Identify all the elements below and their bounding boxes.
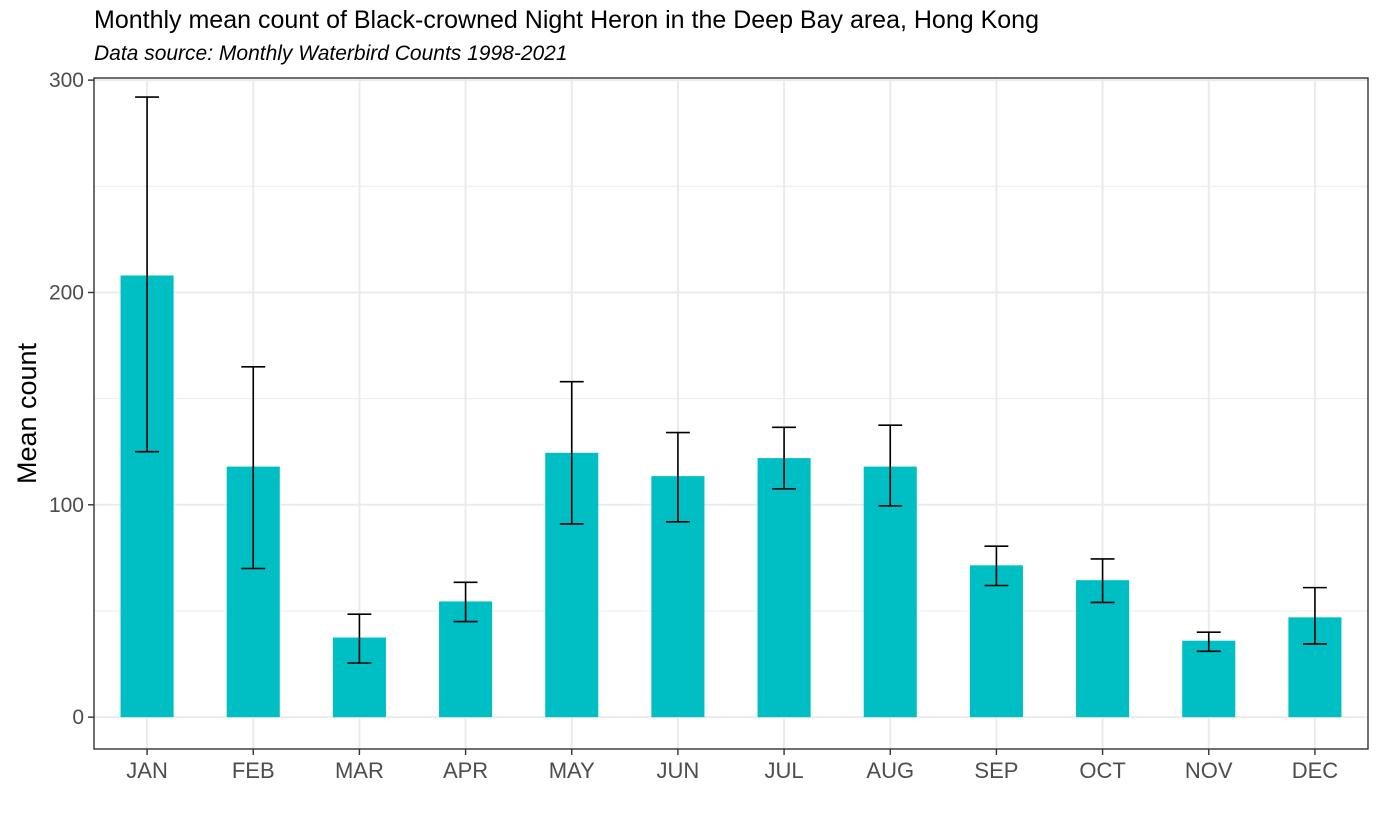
x-tick-label-jan: JAN [126,758,168,783]
error-bar-jul [772,426,797,490]
error-bar-jan [135,96,160,453]
error-bar-oct [1090,558,1115,604]
error-bars [135,96,1327,664]
bars [120,275,1342,718]
panel-border [93,77,1369,750]
bar-nov [1182,640,1236,718]
bar-jul [757,458,811,718]
chart-subtitle: Data source: Monthly Waterbird Counts 19… [94,42,568,65]
x-tick-label-oct: OCT [1079,758,1125,783]
error-bar-mar [347,613,372,664]
x-tick-label-jun: JUN [657,758,700,783]
y-tick-label: 200 [49,281,84,304]
x-tick-label-aug: AUG [866,758,914,783]
chart-title: Monthly mean count of Black-crowned Nigh… [94,6,1039,34]
x-tick-label-mar: MAR [335,758,384,783]
x-tick-label-jul: JUL [765,758,804,783]
x-tick-label-feb: FEB [232,758,275,783]
bar-sep [969,565,1023,718]
error-bar-aug [878,424,903,507]
axes: 0 100 200 300 JAN FEB MAR APR MAY JUN JUL AUG SEP OCT… [49,69,1338,783]
error-bar-feb [241,365,266,570]
y-tick-label: 100 [49,494,84,517]
x-tick-label-nov: NOV [1185,758,1233,783]
y-axis-title: Mean count [12,342,42,484]
bar-aug [863,466,917,718]
y-tick-label: 300 [49,69,84,92]
x-tick-label-may: MAY [549,758,595,783]
error-bar-jun [665,431,690,523]
error-bar-nov [1196,631,1221,653]
error-bar-may [559,380,584,525]
error-bar-apr [453,581,478,623]
grid-lines [94,78,1368,749]
x-tick-label-dec: DEC [1292,758,1339,783]
y-tick-label: 0 [72,706,84,729]
error-bar-sep [984,545,1009,587]
x-tick-label-sep: SEP [974,758,1018,783]
x-tick-label-apr: APR [443,758,488,783]
error-bar-dec [1302,586,1327,645]
